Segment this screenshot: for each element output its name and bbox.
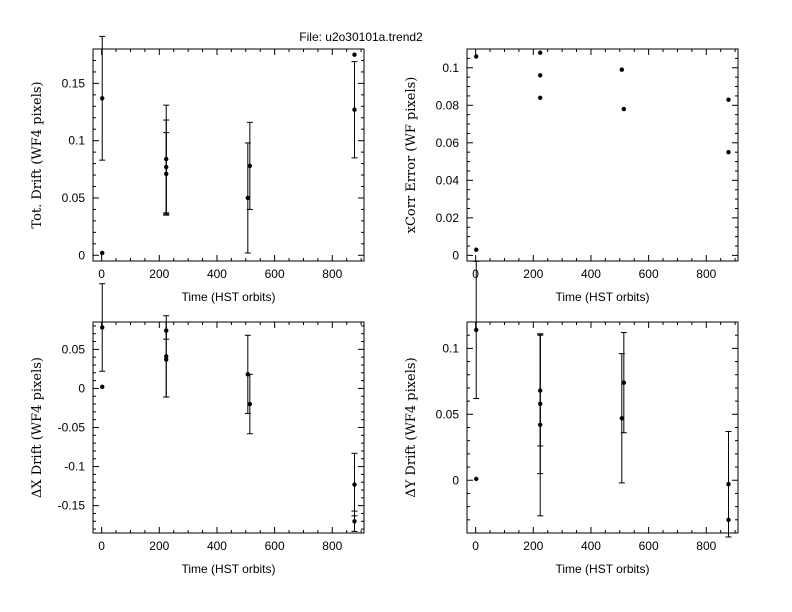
data-point (621, 380, 627, 385)
plot-frame (466, 321, 739, 534)
data-point (726, 517, 731, 523)
y-axis-label: xCorr Error (WF pixels) (404, 77, 419, 234)
data-point (726, 97, 731, 102)
plot-frame (92, 48, 365, 262)
y-tick-label: -0.15 (58, 499, 86, 513)
data-point (247, 401, 253, 407)
x-tick-label: 600 (265, 267, 285, 281)
y-axis-label: ΔY Drift (WF4 pixels) (404, 357, 419, 497)
data-point (538, 422, 543, 428)
x-tick-label: 400 (207, 267, 227, 281)
file-title: File: u2o30101a.trend2 (299, 30, 423, 44)
panel-dy-drift: Time (HST orbits) ΔY Drift (WF4 pixels) … (404, 260, 739, 576)
y-tick-label: 0 (452, 248, 459, 262)
data-point (352, 482, 357, 487)
data-point (474, 327, 479, 333)
x-axis-label: Time (HST orbits) (181, 290, 275, 304)
x-tick-label: 800 (696, 267, 716, 281)
x-tick-label: 0 (98, 267, 105, 281)
y-tick-label: 0.05 (62, 191, 86, 205)
data-point (100, 325, 105, 330)
x-tick-label: 200 (523, 267, 543, 281)
x-tick-label: 200 (523, 539, 543, 553)
data-point (538, 50, 543, 55)
x-tick-label: 800 (322, 267, 342, 281)
data-point (352, 519, 357, 524)
y-tick-label: 0.04 (436, 173, 460, 187)
panel-dx-drift: Time (HST orbits) ΔX Drift (WF4 pixels) … (30, 283, 365, 576)
y-tick-label: 0.08 (436, 98, 460, 112)
x-tick-label: 600 (265, 539, 285, 553)
y-tick-label: 0.06 (436, 136, 460, 150)
x-axis-label: Time (HST orbits) (555, 290, 649, 304)
y-tick-label: -0.1 (64, 460, 85, 474)
x-tick-label: 0 (472, 539, 479, 553)
data-point (538, 95, 543, 100)
data-point (538, 73, 543, 78)
x-tick-label: 0 (98, 539, 105, 553)
x-tick-label: 400 (581, 267, 601, 281)
data-point (352, 107, 357, 112)
panel-xcorr-error: Time (HST orbits) xCorr Error (WF pixels… (404, 48, 739, 304)
data-point (164, 171, 169, 177)
data-point (164, 357, 169, 362)
y-tick-label: 0.1 (442, 341, 459, 355)
x-tick-label: 200 (149, 267, 169, 281)
data-point (621, 106, 627, 112)
data-point (100, 250, 105, 256)
data-point (474, 247, 479, 252)
y-tick-label: 0.15 (62, 76, 86, 90)
data-point (247, 163, 253, 169)
y-axis-label: Tot. Drift (WF4 pixels) (30, 81, 45, 228)
x-tick-label: 800 (696, 539, 716, 553)
data-point (619, 67, 625, 72)
x-tick-label: 600 (639, 267, 659, 281)
data-point (474, 476, 479, 482)
data-point (726, 149, 731, 155)
y-tick-label: 0.02 (436, 211, 460, 225)
data-point (474, 54, 479, 59)
data-point (352, 52, 357, 57)
x-tick-label: 200 (149, 539, 169, 553)
y-tick-label: 0 (78, 248, 85, 262)
plot-frame (92, 321, 365, 534)
data-point (619, 416, 625, 421)
data-point (726, 482, 731, 487)
data-point (100, 384, 105, 390)
y-tick-label: 0.1 (68, 134, 85, 148)
y-tick-label: 0 (452, 473, 459, 487)
x-axis-label: Time (HST orbits) (181, 562, 275, 576)
y-tick-label: 0.05 (436, 407, 460, 421)
data-point (245, 195, 251, 201)
y-tick-label: 0.1 (442, 61, 459, 75)
y-axis-label: ΔX Drift (WF4 pixels) (30, 357, 45, 498)
y-tick-label: -0.05 (58, 421, 86, 435)
panel-tot-drift: Time (HST orbits) Tot. Drift (WF4 pixels… (30, 35, 365, 304)
x-tick-label: 400 (581, 539, 601, 553)
x-tick-label: 600 (639, 539, 659, 553)
y-tick-label: 0.05 (62, 342, 86, 356)
data-point (100, 96, 105, 101)
x-axis-label: Time (HST orbits) (555, 562, 649, 576)
x-tick-label: 400 (207, 539, 227, 553)
x-tick-label: 800 (322, 539, 342, 553)
plot-frame (466, 48, 739, 262)
y-tick-label: 0 (78, 381, 85, 395)
